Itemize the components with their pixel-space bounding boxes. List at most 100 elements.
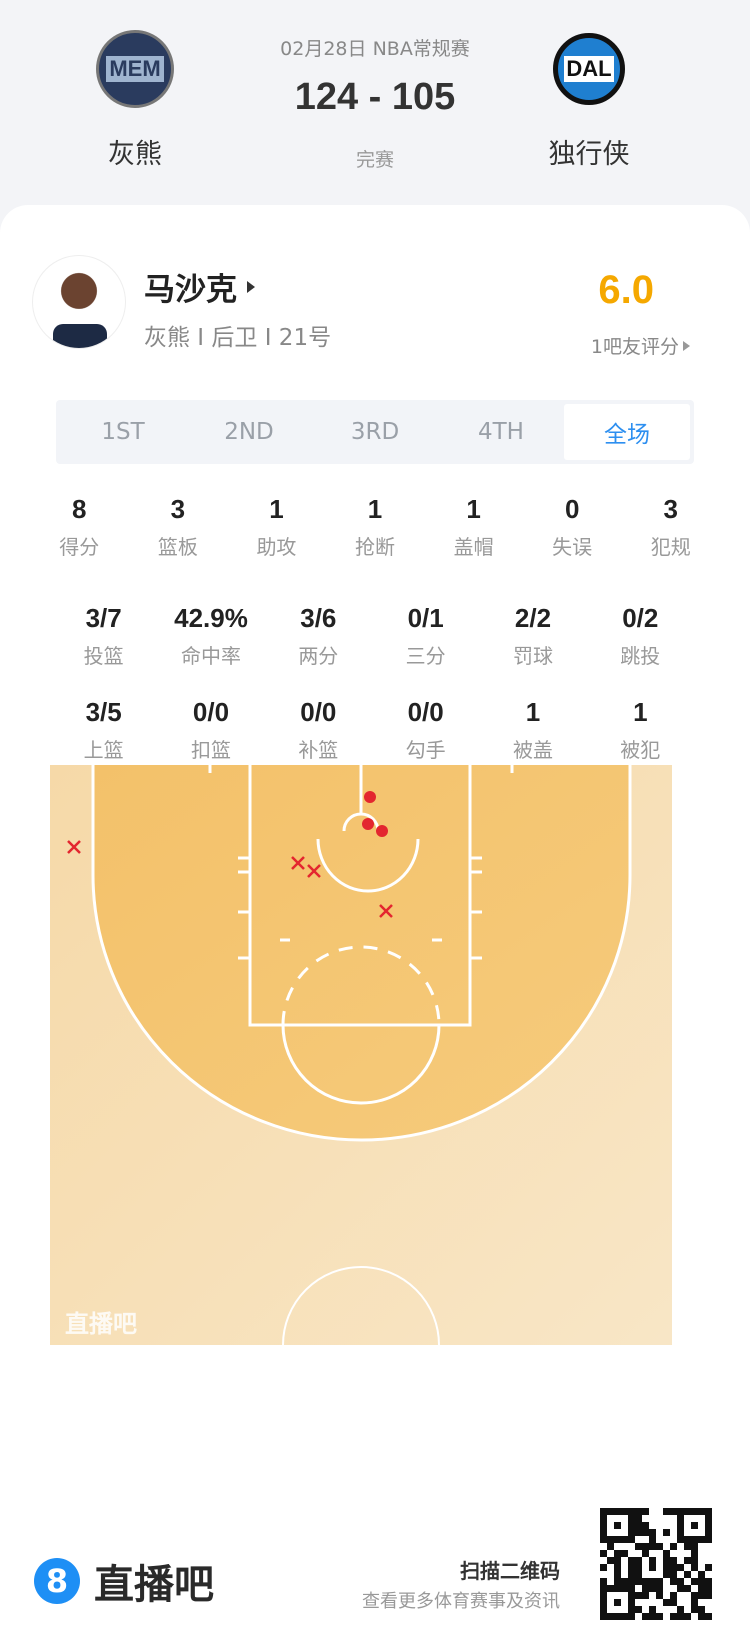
stat-item: 0/0 勾手 bbox=[372, 697, 479, 763]
stat-item: 0/0 扣篮 bbox=[157, 697, 264, 763]
scan-subtitle: 查看更多体育赛事及资讯 bbox=[362, 1591, 560, 1612]
stat-label: 勾手 bbox=[405, 738, 446, 762]
made-shot-marker bbox=[376, 825, 388, 837]
stat-value: 3 bbox=[170, 494, 186, 524]
stat-label: 扣篮 bbox=[190, 738, 231, 762]
tab-3rd[interactable]: 3RD bbox=[350, 419, 400, 445]
stat-value: 0/0 bbox=[300, 697, 337, 727]
home-team-logo[interactable]: MEM bbox=[96, 30, 174, 108]
stat-item: 1 助攻 bbox=[227, 494, 326, 560]
player-name-link[interactable]: 马沙克 bbox=[144, 264, 255, 309]
stat-label: 跳投 bbox=[620, 644, 661, 668]
made-shot-marker bbox=[362, 818, 374, 830]
stat-item: 3/5 上篮 bbox=[50, 697, 157, 763]
stat-label: 被盖 bbox=[512, 738, 553, 762]
stat-label: 犯规 bbox=[650, 535, 691, 559]
three-point-line bbox=[93, 765, 630, 1140]
stat-label: 三分 bbox=[405, 644, 446, 668]
scan-title: 扫描二维码 bbox=[460, 1559, 560, 1583]
shot-chart: 直播吧 bbox=[50, 765, 672, 1345]
stat-item: 0/2 跳投 bbox=[587, 603, 694, 669]
qr-code[interactable] bbox=[600, 1508, 712, 1620]
stat-item: 1 盖帽 bbox=[424, 494, 523, 560]
player-avatar[interactable] bbox=[32, 255, 126, 349]
lane-hash-marks bbox=[238, 856, 482, 960]
period-tabs: 1ST 2ND 3RD 4TH 全场 bbox=[56, 400, 694, 464]
key-arc bbox=[316, 838, 420, 893]
brand-mark-icon: 8 bbox=[34, 1558, 80, 1604]
tab-4th[interactable]: 4TH bbox=[478, 419, 524, 445]
stat-label: 命中率 bbox=[180, 644, 241, 668]
missed-shot-marker bbox=[67, 840, 81, 854]
stat-value: 3/5 bbox=[85, 697, 122, 727]
stat-label: 助攻 bbox=[256, 535, 297, 559]
away-team-logo[interactable]: DAL bbox=[553, 33, 625, 105]
stat-value: 42.9% bbox=[174, 603, 248, 633]
paint bbox=[248, 765, 472, 1027]
tab-2nd[interactable]: 2ND bbox=[224, 419, 274, 445]
stat-value: 0/1 bbox=[407, 603, 444, 633]
stat-value: 1 bbox=[269, 494, 284, 524]
stat-item: 0/1 三分 bbox=[372, 603, 479, 669]
stats-row-basic: 8 得分 3 篮板 1 助攻 1 抢断 1 盖帽 0 失误 3 犯规 bbox=[30, 494, 720, 560]
stat-value: 2/2 bbox=[514, 603, 552, 633]
rating-count-label: 1吧友评分 bbox=[590, 336, 679, 358]
stat-value: 1 bbox=[633, 697, 648, 727]
caret-right-icon bbox=[247, 280, 255, 293]
stat-value: 0/2 bbox=[622, 603, 659, 633]
match-status: 完赛 bbox=[355, 149, 394, 171]
stats-row-shooting: 3/7 投篮 42.9% 命中率 3/6 两分 0/1 三分 2/2 罚球 0/2 跳投 bbox=[50, 603, 694, 669]
stat-item: 3/7 投篮 bbox=[50, 603, 157, 669]
rating-link[interactable]: 1吧友评分 bbox=[591, 332, 690, 359]
stat-item: 1 被盖 bbox=[479, 697, 586, 763]
stat-value: 8 bbox=[72, 494, 87, 524]
missed-shot-marker bbox=[307, 864, 321, 878]
stat-label: 抢断 bbox=[355, 535, 396, 559]
stat-value: 1 bbox=[525, 697, 541, 727]
stat-value: 3/6 bbox=[300, 603, 337, 633]
stat-label: 盖帽 bbox=[453, 535, 494, 559]
stats-row-shot-types: 3/5 上篮 0/0 扣篮 0/0 补篮 0/0 勾手 1 被盖 1 被犯 bbox=[50, 697, 694, 763]
stat-label: 投篮 bbox=[83, 644, 124, 668]
free-throw-circle-upper bbox=[281, 945, 441, 1026]
stat-item: 3 篮板 bbox=[129, 494, 228, 560]
made-shot-marker bbox=[364, 791, 376, 803]
stat-value: 1 bbox=[466, 494, 481, 524]
stat-item: 1 抢断 bbox=[326, 494, 425, 560]
stat-item: 8 得分 bbox=[30, 494, 129, 560]
stat-value: 1 bbox=[367, 494, 383, 524]
stat-label: 被犯 bbox=[620, 738, 661, 762]
stat-label: 上篮 bbox=[83, 738, 124, 762]
center-circle bbox=[282, 1266, 440, 1345]
tab-1st[interactable]: 1ST bbox=[101, 419, 145, 445]
stat-label: 补篮 bbox=[298, 738, 339, 762]
stat-item: 3 犯规 bbox=[621, 494, 720, 560]
brand-logo: 8 直播吧 bbox=[34, 1552, 214, 1610]
brand-name: 直播吧 bbox=[94, 1562, 214, 1608]
stat-value: 3 bbox=[663, 494, 678, 524]
free-throw-circle-lower bbox=[281, 1024, 441, 1105]
match-date-league: 02月28日 NBA常规赛 bbox=[280, 38, 470, 60]
player-info: 灰熊 I 后卫 I 21号 bbox=[144, 325, 332, 351]
stat-value: 0 bbox=[564, 494, 580, 524]
caret-right-icon bbox=[683, 340, 690, 351]
stat-label: 失误 bbox=[552, 535, 593, 559]
stat-label: 得分 bbox=[59, 535, 100, 559]
stat-label: 两分 bbox=[298, 644, 339, 668]
player-name: 马沙克 bbox=[144, 272, 237, 308]
stat-value: 0/0 bbox=[407, 697, 444, 727]
stat-item: 0 失误 bbox=[523, 494, 622, 560]
stat-label: 罚球 bbox=[512, 644, 553, 668]
missed-shot-marker bbox=[291, 856, 305, 870]
stat-item: 0/0 补篮 bbox=[265, 697, 372, 763]
match-score: 124 - 105 bbox=[294, 76, 456, 118]
stat-item: 2/2 罚球 bbox=[479, 603, 586, 669]
stat-item: 3/6 两分 bbox=[265, 603, 372, 669]
stat-item: 42.9% 命中率 bbox=[157, 603, 264, 669]
away-team-name[interactable]: 独行侠 bbox=[548, 139, 630, 170]
restricted-arc bbox=[342, 812, 380, 832]
stat-item: 1 被犯 bbox=[587, 697, 694, 763]
watermark: 直播吧 bbox=[65, 1310, 137, 1338]
tab-full-game[interactable]: 全场 bbox=[564, 404, 690, 460]
home-team-name[interactable]: 灰熊 bbox=[108, 139, 162, 170]
